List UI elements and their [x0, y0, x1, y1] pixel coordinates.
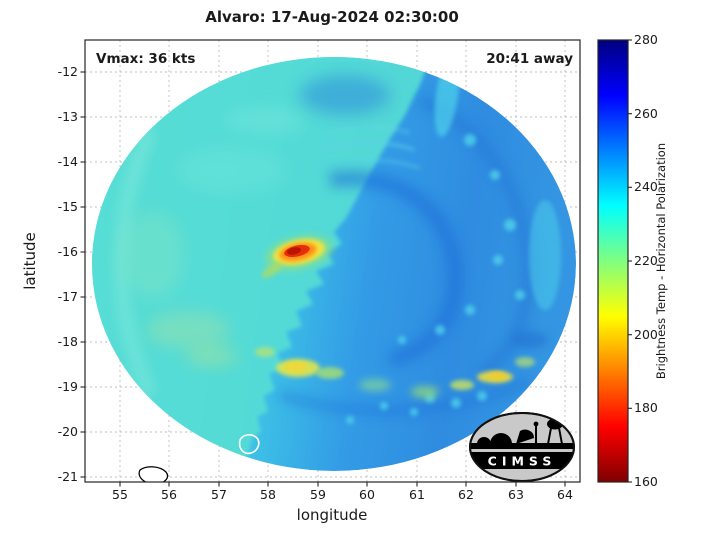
coastline-contour-2 — [138, 466, 169, 482]
y-tick-label: -12 — [57, 64, 78, 79]
y-tick-label: -16 — [57, 244, 78, 259]
x-tick-label: 62 — [458, 487, 474, 502]
convective-hotspot — [261, 235, 333, 279]
time-away-annotation: 20:41 away — [486, 51, 573, 67]
x-tick-label: 58 — [260, 487, 276, 502]
x-axis-label: longitude — [296, 506, 368, 524]
x-tick-label: 55 — [112, 487, 128, 502]
y-tick-label: -14 — [57, 154, 78, 169]
vmax-annotation: Vmax: 36 kts — [96, 51, 196, 67]
x-tick-label: 60 — [359, 487, 375, 502]
small-dome-icon — [477, 437, 491, 444]
y-tick-label: -18 — [57, 334, 78, 349]
radome-dome-icon — [490, 433, 512, 444]
y-tick-label: -13 — [57, 109, 78, 124]
colorbar-tick-label: 240 — [634, 179, 658, 194]
y-tick-label: -21 — [57, 469, 78, 484]
warm-rainband — [255, 347, 535, 398]
x-tick-label: 61 — [409, 487, 425, 502]
colorbar-tick-marks — [628, 39, 632, 483]
colorbar — [597, 39, 632, 483]
colorbar-tick-label: 200 — [634, 327, 658, 342]
swath-image — [92, 57, 576, 471]
x-tick-label: 59 — [310, 487, 326, 502]
x-tick-label: 57 — [211, 487, 227, 502]
y-tick-label: -17 — [57, 289, 78, 304]
axes-frame — [84, 39, 581, 483]
colorbar-tick-label: 280 — [634, 32, 658, 47]
satellite-dish-icon — [516, 429, 535, 444]
coastline-contour-1 — [238, 434, 260, 455]
scan-seam-west — [92, 57, 433, 471]
cimss-logo: CIMSS — [469, 412, 575, 482]
y-axis-label: latitude — [21, 232, 39, 290]
y-tick-label: -20 — [57, 424, 78, 439]
y-tick-label: -19 — [57, 379, 78, 394]
y-tick-label: -15 — [57, 199, 78, 214]
colorbar-tick-label: 260 — [634, 106, 658, 121]
cimss-logo-text: CIMSS — [488, 454, 557, 469]
x-tick-label: 56 — [161, 487, 177, 502]
plot-title: Alvaro: 17-Aug-2024 02:30:00 — [205, 8, 459, 26]
colorbar-tick-label: 180 — [634, 400, 658, 415]
x-tick-label: 63 — [508, 487, 524, 502]
colorbar-gradient — [597, 39, 629, 483]
colorbar-tick-label: 220 — [634, 253, 658, 268]
colorbar-tick-label: 160 — [634, 474, 658, 489]
x-tick-label: 64 — [557, 487, 573, 502]
axis-tick-marks — [80, 71, 566, 487]
